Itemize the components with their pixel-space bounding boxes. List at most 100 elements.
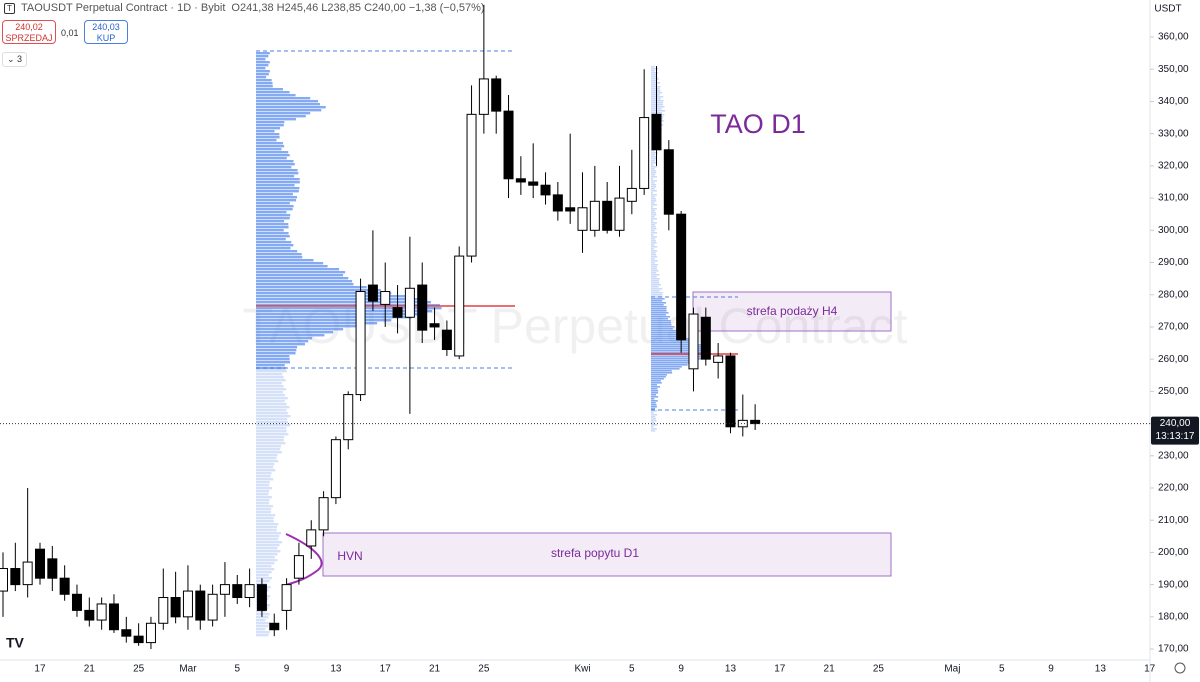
candle-body [306,529,317,547]
profile-row [256,427,287,430]
profile-row [256,310,432,313]
profile-row [256,91,290,94]
profile-row [256,430,287,433]
profile-row [651,280,659,282]
profile-row [256,541,282,544]
sell-button[interactable]: 240,02 SPRZEDAJ [2,20,56,44]
hvn-arc [285,533,323,586]
supply-label: strefa podaży H4 [747,304,838,318]
candle-body [713,355,724,363]
candle-body [454,255,465,357]
indicator-toggle[interactable]: ⌄ 3 [2,52,28,67]
volume-profiles [256,52,707,637]
y-tick-label: 350,00 [1158,64,1189,75]
profile-row [256,244,294,247]
profile-row [651,190,657,192]
profile-row [256,574,269,577]
profile-row [256,415,291,418]
profile-row [256,580,270,583]
profile-row [651,238,656,240]
symbol-icon: T [4,2,15,14]
profile-row [256,79,272,82]
profile-row [651,254,657,256]
candle-body [269,622,280,631]
candle-body [10,568,21,586]
candle-body [515,178,526,183]
settings-icon[interactable] [1174,662,1186,674]
profile-row [256,265,328,268]
y-tick-label: 270,00 [1158,322,1189,333]
profile-row [256,295,410,298]
profile-row [256,307,442,310]
profile-row [256,370,287,373]
profile-row [651,96,664,98]
candle-body [478,78,489,115]
profile-row [651,162,658,164]
profile-row [256,181,300,184]
profile-row [651,334,684,336]
profile-row [256,460,279,463]
profile-row [256,112,311,115]
profile-row [256,316,413,319]
y-tick-label: 260,00 [1158,354,1189,365]
profile-row [651,424,658,426]
candle-body [232,584,243,599]
candle-body [404,287,415,318]
profile-row [651,94,660,96]
candle-body [367,284,378,302]
profile-row [256,334,325,337]
x-tick-label: 21 [824,664,836,675]
profile-row [651,276,657,278]
x-tick-label: Maj [944,664,960,675]
profile-row [651,68,658,70]
profile-row [651,370,672,372]
profile-row [651,332,679,334]
profile-row [651,188,655,190]
x-tick-label: Kwi [574,664,590,675]
profile-row [651,246,658,248]
profile-row [651,234,654,236]
profile-row [651,218,657,220]
profile-row [651,182,655,184]
profile-row [256,493,269,496]
profile-row [256,337,313,340]
profile-row [256,520,274,523]
profile-row [651,350,707,352]
profile-row [256,130,275,133]
profile-row [256,451,282,454]
profile-row [651,176,657,178]
profile-row [256,151,289,154]
profile-row [651,164,654,166]
profile-row [256,511,271,514]
y-tick-label: 230,00 [1158,450,1189,461]
profile-row [651,298,665,300]
profile-row [651,306,667,308]
profile-row [256,124,284,127]
profile-row [651,88,660,90]
profile-row [256,568,275,571]
profile-row [256,139,277,142]
profile-row [651,178,654,180]
hvn-label: HVN [337,549,362,563]
profile-row [651,396,659,398]
profile-row [651,340,695,342]
profile-row [651,98,661,100]
profile-row [256,82,273,85]
profile-row [256,577,273,580]
x-tick-label: 13 [330,664,342,675]
profile-row [256,340,309,343]
profile-row [256,448,281,451]
candle-body [293,555,304,579]
profile-row [651,310,667,312]
profile-row [256,247,291,250]
profile-row [651,228,657,230]
profile-row [651,274,660,276]
buy-button[interactable]: 240,03 KUP [84,20,128,44]
profile-row [256,184,295,187]
candle-body [737,419,748,428]
profile-row [256,553,278,556]
candle-body [565,207,576,212]
profile-row [256,400,285,403]
profile-row [256,463,275,466]
profile-row [651,206,654,208]
